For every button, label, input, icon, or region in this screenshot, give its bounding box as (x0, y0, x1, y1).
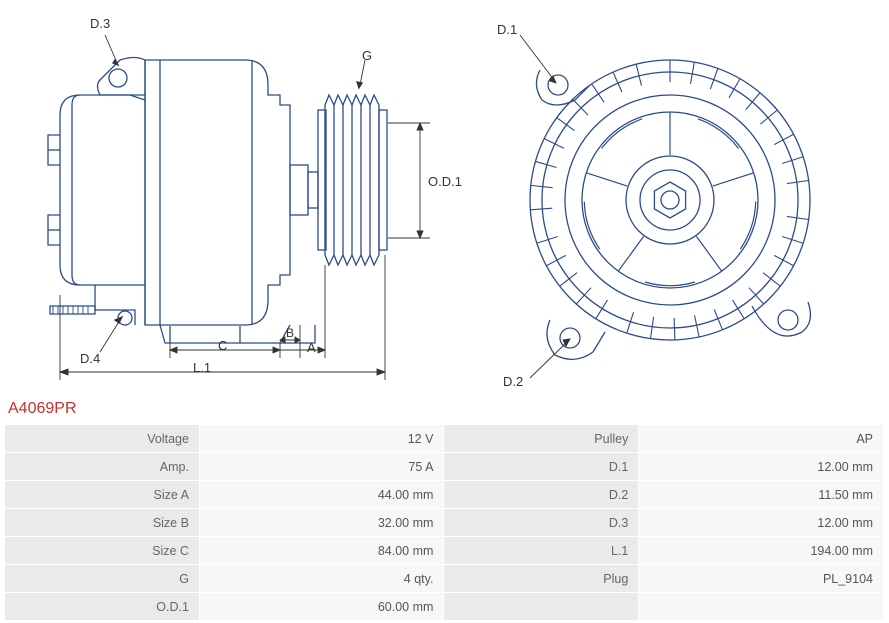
table-row: Voltage12 VPulleyAP (5, 425, 883, 452)
table-row: Amp.75 AD.112.00 mm (5, 453, 883, 480)
label-od1: O.D.1 (428, 174, 462, 189)
label-l1: L.1 (193, 360, 211, 375)
spec-value: 60.00 mm (200, 593, 443, 620)
table-row: O.D.160.00 mm (5, 593, 883, 620)
label-d1: D.1 (497, 22, 517, 37)
spec-label: G (5, 565, 199, 592)
spec-label (444, 593, 638, 620)
spec-label: D.3 (444, 509, 638, 536)
spec-label: D.1 (444, 453, 638, 480)
spec-value: 12.00 mm (639, 453, 883, 480)
label-d3: D.3 (90, 16, 110, 31)
spec-label: O.D.1 (5, 593, 199, 620)
spec-label: Size B (5, 509, 199, 536)
spec-value: 32.00 mm (200, 509, 443, 536)
table-row: Size C84.00 mmL.1194.00 mm (5, 537, 883, 564)
front-view-drawing (470, 0, 880, 395)
spec-value: 4 qty. (200, 565, 443, 592)
spec-label: Size C (5, 537, 199, 564)
spec-value: 11.50 mm (639, 481, 883, 508)
label-c: C (218, 338, 227, 353)
table-row: G4 qty.PlugPL_9104 (5, 565, 883, 592)
spec-label: D.2 (444, 481, 638, 508)
technical-diagram: D.3 G O.D.1 D.4 C B A L.1 D.1 D.2 (0, 0, 889, 395)
spec-label: Size A (5, 481, 199, 508)
spec-value: 84.00 mm (200, 537, 443, 564)
spec-value (639, 593, 883, 620)
label-g: G (362, 48, 372, 63)
spec-table: Voltage12 VPulleyAPAmp.75 AD.112.00 mmSi… (4, 424, 884, 621)
label-d4: D.4 (80, 351, 100, 366)
spec-value: 44.00 mm (200, 481, 443, 508)
spec-value: 12 V (200, 425, 443, 452)
table-row: Size B32.00 mmD.312.00 mm (5, 509, 883, 536)
label-b: B (286, 326, 294, 340)
label-d2: D.2 (503, 374, 523, 389)
spec-value: AP (639, 425, 883, 452)
spec-label: Voltage (5, 425, 199, 452)
spec-label: Pulley (444, 425, 638, 452)
part-number: A4069PR (8, 400, 77, 418)
spec-value: PL_9104 (639, 565, 883, 592)
spec-value: 12.00 mm (639, 509, 883, 536)
spec-value: 75 A (200, 453, 443, 480)
label-a: A (307, 340, 316, 355)
table-row: Size A44.00 mmD.211.50 mm (5, 481, 883, 508)
spec-value: 194.00 mm (639, 537, 883, 564)
spec-label: Plug (444, 565, 638, 592)
spec-label: Amp. (5, 453, 199, 480)
spec-label: L.1 (444, 537, 638, 564)
